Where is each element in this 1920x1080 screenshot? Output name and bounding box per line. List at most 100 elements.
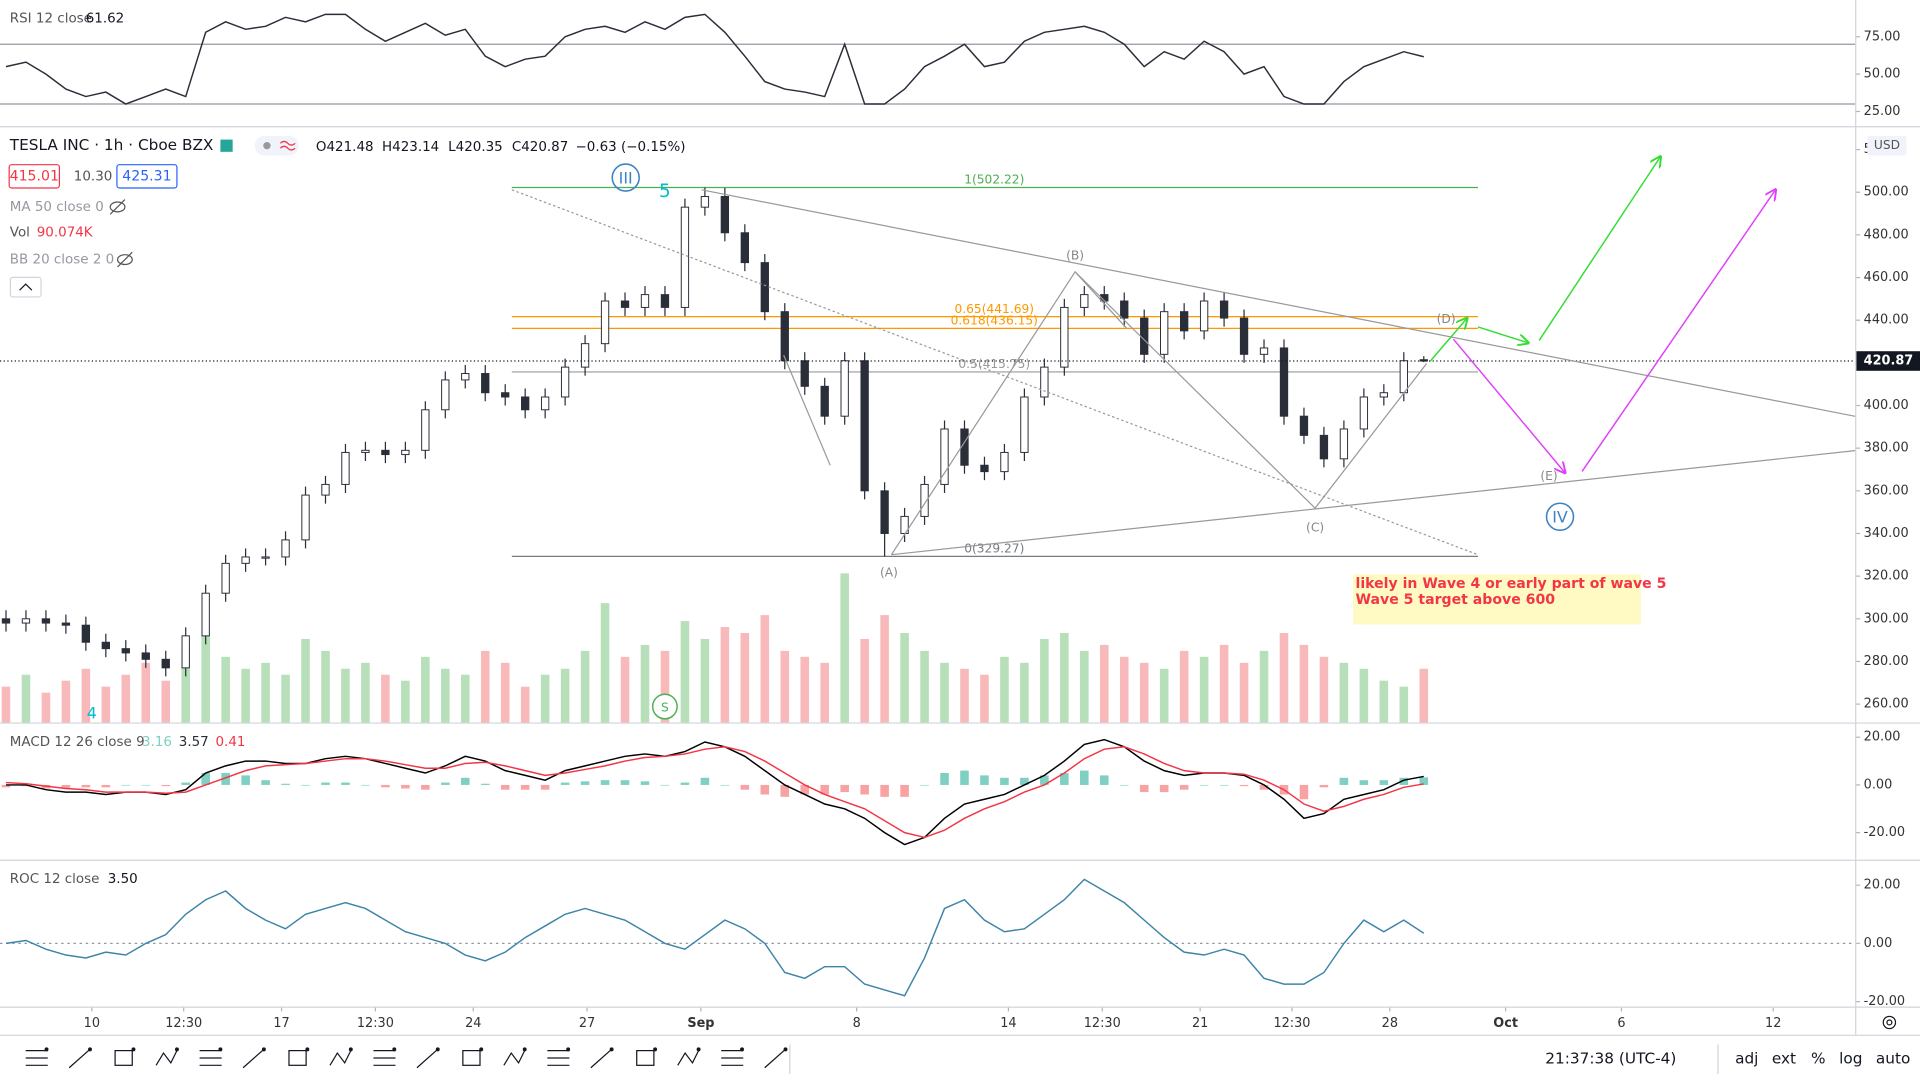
tool-icon[interactable] bbox=[367, 1042, 401, 1076]
collapse-button[interactable] bbox=[9, 276, 42, 298]
candle-body bbox=[161, 658, 170, 669]
tool-icon[interactable] bbox=[20, 1042, 54, 1076]
toggle-button[interactable]: % bbox=[1811, 1050, 1826, 1068]
histogram-bar bbox=[1399, 777, 1409, 785]
candle-body bbox=[1359, 396, 1369, 430]
candle-body bbox=[301, 494, 310, 541]
tool-icon[interactable] bbox=[107, 1042, 141, 1076]
volume-bar bbox=[840, 573, 849, 723]
tool-icon[interactable] bbox=[454, 1042, 488, 1076]
wave-circle bbox=[1545, 502, 1575, 532]
indicator-title: Vol bbox=[10, 226, 30, 241]
hide-icon[interactable] bbox=[116, 251, 133, 268]
volume-bar bbox=[900, 633, 909, 723]
histogram-bar bbox=[840, 784, 849, 793]
panel-borders bbox=[0, 0, 1920, 1036]
volume-bar bbox=[1319, 656, 1329, 723]
candle-body bbox=[720, 196, 730, 234]
candle-body bbox=[640, 294, 650, 308]
tool-icon[interactable] bbox=[150, 1042, 184, 1076]
candle-body bbox=[660, 294, 670, 308]
clock: 21:37:38 (UTC-4) bbox=[1545, 1050, 1676, 1068]
volume-bar bbox=[21, 674, 31, 723]
tool-icon[interactable] bbox=[193, 1042, 227, 1076]
histogram-bar bbox=[1379, 780, 1389, 785]
wave-label: III bbox=[619, 168, 633, 187]
settings-icon[interactable] bbox=[1882, 1015, 1897, 1030]
volume-bar bbox=[740, 633, 750, 723]
histogram-bar bbox=[1080, 770, 1089, 785]
hide-icon[interactable] bbox=[109, 199, 126, 215]
volume-bar bbox=[540, 674, 550, 723]
toggle[interactable] bbox=[254, 135, 299, 156]
volume-bar bbox=[580, 650, 590, 723]
tool-icon[interactable] bbox=[63, 1042, 97, 1076]
candle-body bbox=[1219, 300, 1229, 319]
tool-icon[interactable] bbox=[541, 1042, 575, 1076]
tool-icon[interactable] bbox=[759, 1042, 793, 1076]
toggle-button[interactable]: auto bbox=[1876, 1050, 1910, 1068]
tool-icon[interactable] bbox=[715, 1042, 749, 1076]
volume-bar bbox=[81, 668, 91, 723]
x-tick-label: Oct bbox=[1493, 1016, 1518, 1031]
tool-icon[interactable] bbox=[628, 1042, 662, 1076]
histogram-bar bbox=[640, 781, 650, 785]
histogram-bar bbox=[600, 780, 610, 785]
status-flag[interactable] bbox=[220, 139, 233, 152]
y-tick-label: 460.00 bbox=[1864, 270, 1909, 285]
arrow bbox=[1538, 157, 1660, 341]
histogram-bar bbox=[760, 784, 770, 795]
histogram-bar bbox=[1219, 784, 1229, 786]
toggle-button[interactable]: ext bbox=[1772, 1050, 1796, 1068]
tool-icon[interactable] bbox=[324, 1042, 358, 1076]
tool-hit bbox=[237, 1042, 271, 1076]
tool-icon[interactable] bbox=[672, 1042, 706, 1076]
tool-glyph bbox=[609, 1047, 614, 1052]
tool-glyph bbox=[462, 1050, 481, 1066]
arrow bbox=[1581, 190, 1775, 472]
toggle-button[interactable]: log bbox=[1839, 1050, 1862, 1068]
y-tick-label: 480.00 bbox=[1864, 227, 1909, 242]
tool-glyph bbox=[566, 1047, 571, 1052]
note-text: likely in Wave 4 or early part of wave 5 bbox=[1356, 576, 1667, 592]
tool-icon[interactable] bbox=[280, 1042, 314, 1076]
toolbar bbox=[20, 1042, 793, 1076]
indicator-title: MA 50 close 0 bbox=[10, 200, 104, 215]
tool-icon[interactable] bbox=[237, 1042, 271, 1076]
ask-box[interactable] bbox=[116, 164, 178, 189]
histogram-bar bbox=[880, 784, 889, 797]
indicator-value: 0.41 bbox=[216, 735, 246, 750]
volume-bar bbox=[780, 650, 790, 723]
candle-body bbox=[1399, 360, 1408, 394]
tool-icon[interactable] bbox=[498, 1042, 532, 1076]
tool-icon[interactable] bbox=[411, 1042, 445, 1076]
tool-glyph bbox=[88, 1047, 92, 1052]
x-tick-label: Sep bbox=[687, 1016, 714, 1031]
bid-box[interactable] bbox=[8, 164, 60, 189]
tool-icon[interactable] bbox=[585, 1042, 619, 1076]
tool-glyph bbox=[677, 1047, 701, 1066]
candle-body bbox=[1140, 317, 1149, 355]
volume-bar bbox=[980, 674, 989, 723]
y-tick-label: 340.00 bbox=[1864, 526, 1909, 541]
currency-badge[interactable] bbox=[1867, 135, 1907, 156]
indicator-line bbox=[5, 13, 1424, 105]
wave-label: (C) bbox=[1306, 520, 1324, 534]
wave-circle bbox=[651, 693, 678, 720]
x-tick-label: 10 bbox=[84, 1016, 100, 1031]
tool-glyph bbox=[636, 1050, 655, 1066]
volume-bar bbox=[860, 638, 869, 723]
histogram-bar bbox=[241, 775, 250, 785]
tool-glyph bbox=[416, 1047, 440, 1069]
y-tick-label: 20.00 bbox=[1864, 730, 1901, 745]
candle-body bbox=[1239, 317, 1249, 355]
candle-body bbox=[281, 539, 290, 558]
toggle-button[interactable]: adj bbox=[1735, 1050, 1758, 1068]
candle-body bbox=[1160, 311, 1169, 355]
x-tick-label: 27 bbox=[579, 1016, 595, 1031]
volume-bar bbox=[381, 674, 390, 723]
y-tick-label: 260.00 bbox=[1864, 697, 1909, 712]
tool-glyph bbox=[783, 1047, 788, 1052]
histogram-bar bbox=[580, 781, 590, 785]
